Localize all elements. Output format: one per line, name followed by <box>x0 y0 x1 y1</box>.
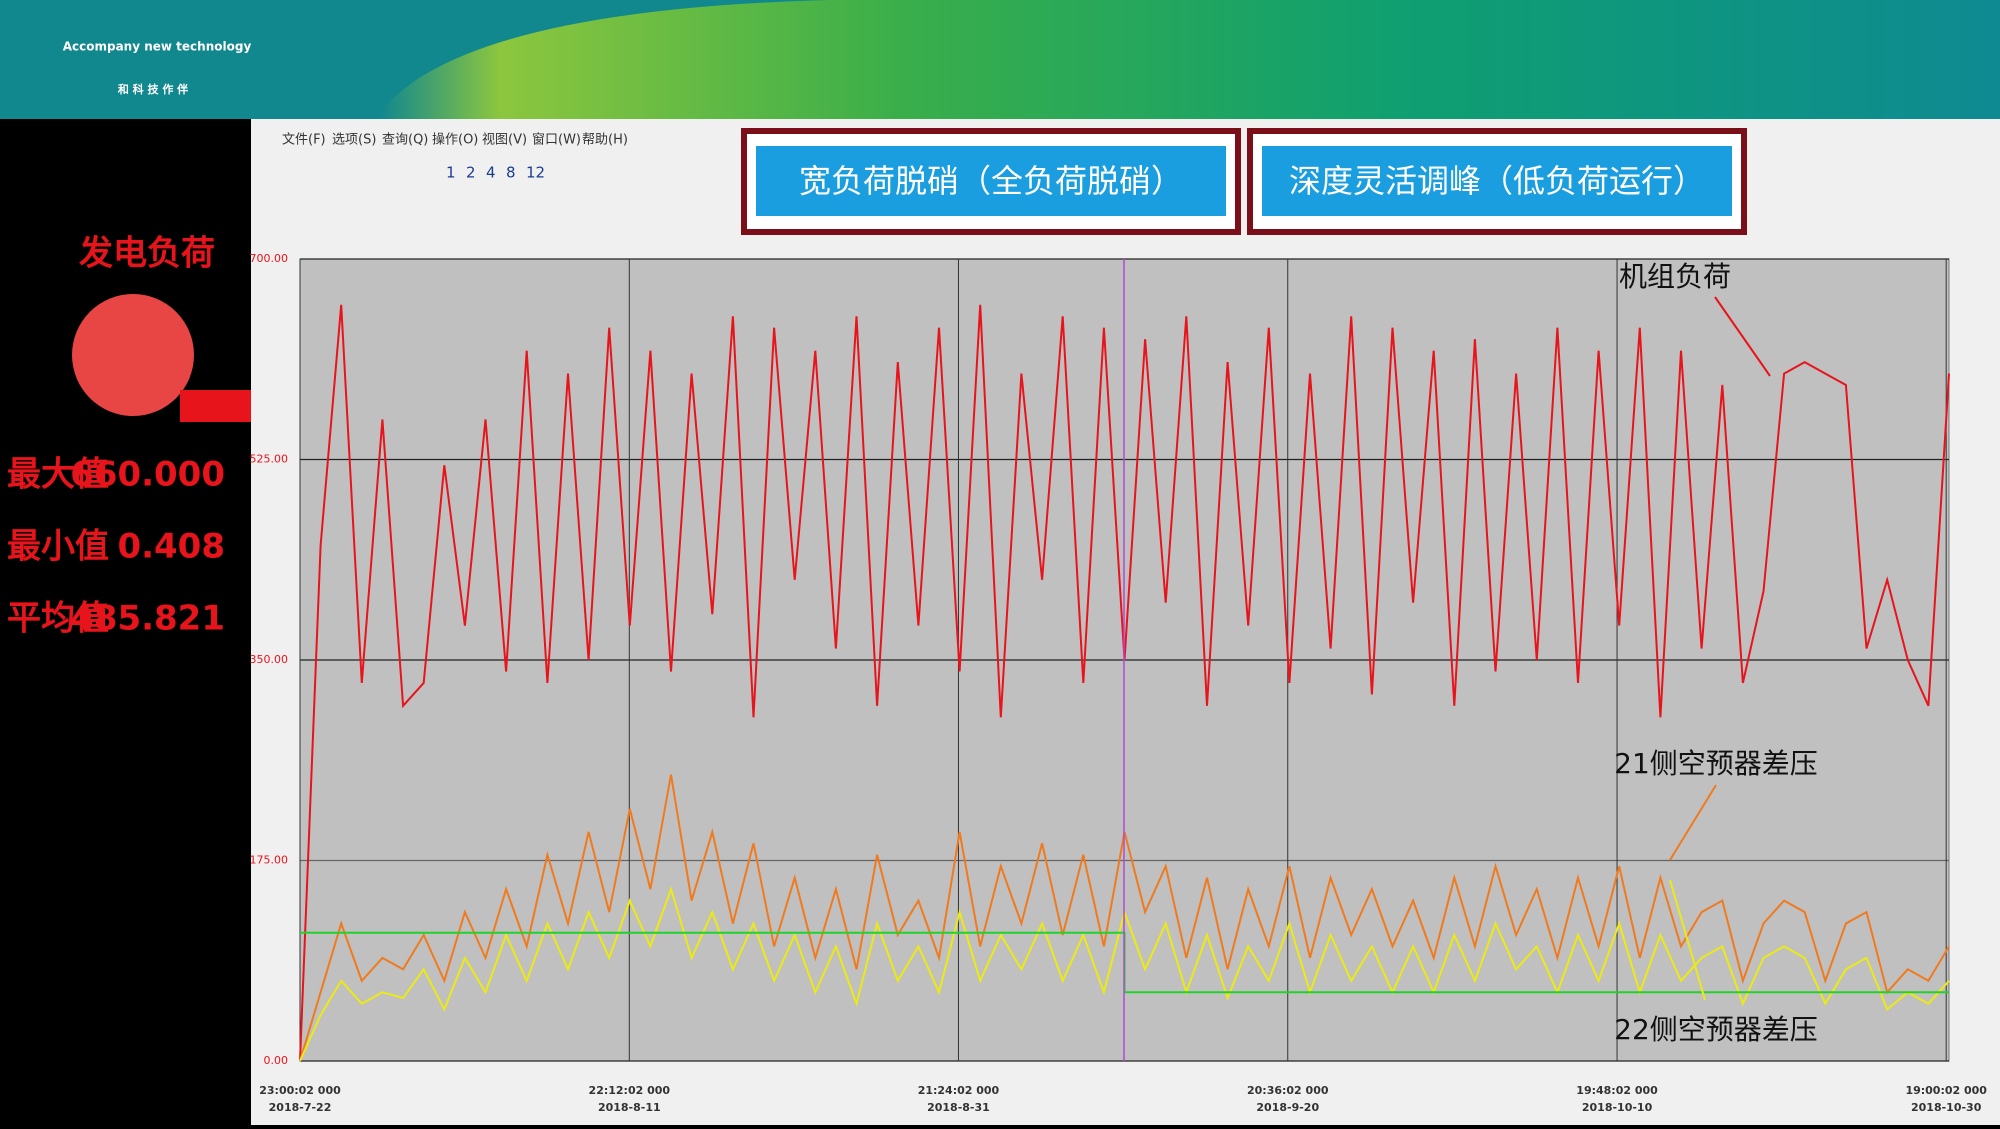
stat-value: 485.821 <box>70 599 225 639</box>
x-tick-label: 2018-10-30 <box>1911 1101 1982 1114</box>
mode-button-label[interactable]: 宽负荷脱硝（全负荷脱硝） <box>799 162 1183 200</box>
callout-arrow <box>1714 296 1771 377</box>
menu-item[interactable]: 视图(V) <box>482 133 527 148</box>
y-tick-label: 700.00 <box>250 252 289 265</box>
menu-item[interactable]: 操作(O) <box>432 132 478 148</box>
x-tick-label: 21:24:02 000 <box>918 1084 1000 1097</box>
x-tick-label: 2018-9-20 <box>1256 1101 1319 1114</box>
x-tick-label: 2018-7-22 <box>269 1101 332 1114</box>
stat-value: 0.408 <box>117 527 225 567</box>
menu-item[interactable]: 窗口(W) <box>532 132 581 148</box>
x-tick-label: 2018-8-11 <box>598 1101 661 1114</box>
menu-item[interactable]: 查询(Q) <box>382 133 428 148</box>
menu-bar: 文件(F) 选项(S) 查询(Q) 操作(O) 视图(V) 窗口(W) 帮助(H) <box>282 132 628 148</box>
menu-item[interactable]: 选项(S) <box>332 133 376 148</box>
toolbar-button[interactable]: 12 <box>526 164 545 182</box>
y-tick-label: 525.00 <box>250 453 289 466</box>
stat-label: 最大值 <box>7 455 109 495</box>
x-tick-label: 20:36:02 000 <box>1247 1084 1329 1097</box>
menu-item[interactable]: 文件(F) <box>282 133 326 148</box>
sidebar-title: 发电负荷 <box>79 234 215 274</box>
series-annotation: 21侧空预器差压 <box>1614 747 1818 780</box>
header-accent <box>375 0 830 119</box>
y-tick-label: 175.00 <box>250 854 289 867</box>
trend-chart: 0.00 175.00 350.00 525.00 700.00 23:00:02 000… <box>250 252 1988 1114</box>
toolbar-button[interactable]: 1 <box>446 164 456 182</box>
x-tick-label: 19:48:02 000 <box>1576 1084 1658 1097</box>
toolbar-button[interactable]: 8 <box>506 164 516 182</box>
stat-value: 660.000 <box>70 455 225 495</box>
header-band <box>0 0 2000 119</box>
menu-item[interactable]: 帮助(H) <box>582 133 628 148</box>
stat-label: 最小值 <box>7 527 109 567</box>
x-tick-label: 19:00:02 000 <box>1905 1084 1987 1097</box>
mode-button-label[interactable]: 深度灵活调峰（低负荷运行） <box>1289 162 1705 200</box>
x-tick-label: 23:00:02 000 <box>259 1084 341 1097</box>
indicator-dot <box>72 294 194 416</box>
series-annotation: 机组负荷 <box>1619 260 1731 293</box>
mode-button[interactable] <box>756 146 1226 216</box>
stat-label: 平均值 <box>7 599 109 639</box>
mode-button[interactable] <box>1262 146 1732 216</box>
x-tick-label: 22:12:02 000 <box>589 1084 671 1097</box>
callout-arrow <box>1669 879 1706 1001</box>
header-subtitle: 和 科 技 作 伴 <box>118 82 188 96</box>
x-tick-label: 2018-8-31 <box>927 1101 990 1114</box>
toolbar: 1 2 4 8 12 <box>446 164 545 182</box>
callout-arrows <box>1669 296 1771 1001</box>
series-annotation: 22侧空预器差压 <box>1614 1013 1818 1046</box>
y-tick-label: 0.00 <box>264 1054 289 1067</box>
toolbar-button[interactable]: 4 <box>486 164 496 182</box>
slogan: Accompany new technology <box>63 40 252 54</box>
y-tick-label: 350.00 <box>250 653 289 666</box>
mode-buttons: 宽负荷脱硝（全负荷脱硝） 深度灵活调峰（低负荷运行） <box>741 128 1747 235</box>
callout-arrow <box>1669 784 1717 861</box>
toolbar-button[interactable]: 2 <box>466 164 476 182</box>
x-tick-label: 2018-10-10 <box>1582 1101 1653 1114</box>
